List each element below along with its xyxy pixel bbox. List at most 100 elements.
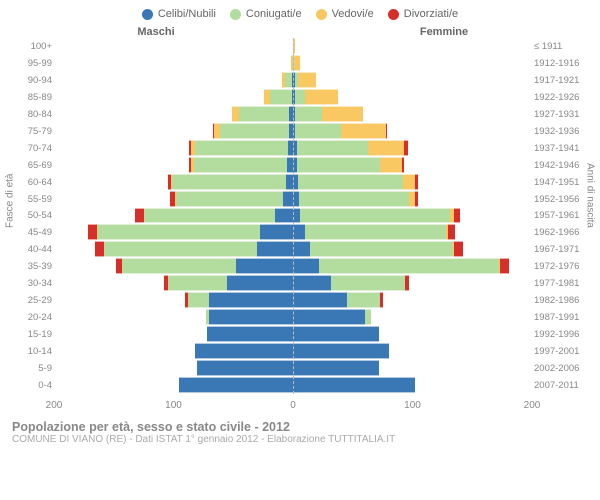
bar-seg-c	[257, 241, 293, 257]
bar-seg-co	[305, 224, 446, 240]
bars-container	[54, 38, 532, 394]
bar-seg-c	[195, 343, 293, 359]
age-label: 90-94	[12, 72, 52, 89]
male-half	[54, 258, 293, 274]
bar-seg-co	[194, 157, 287, 173]
bar-seg-c	[293, 377, 415, 393]
bar-seg-c	[293, 258, 319, 274]
bar-seg-c	[179, 377, 293, 393]
pyramid-row	[54, 224, 532, 241]
chart-subtitle: COMUNE DI VIANO (RE) - Dati ISTAT 1° gen…	[12, 434, 588, 445]
age-label: 75-79	[12, 123, 52, 140]
bar-seg-c	[260, 224, 293, 240]
bar-seg-c	[293, 343, 389, 359]
bar-seg-c	[289, 106, 293, 122]
bar-seg-co	[98, 224, 259, 240]
age-label: 5-9	[12, 360, 52, 377]
bar-seg-c	[293, 275, 331, 291]
bar-seg-v	[232, 106, 239, 122]
pyramid-row	[54, 123, 532, 140]
bar-seg-v	[403, 174, 415, 190]
bar-seg-co	[144, 208, 275, 224]
bar-seg-co	[347, 292, 380, 308]
male-half	[54, 191, 293, 207]
bar-seg-co	[300, 208, 449, 224]
bar-seg-co	[299, 191, 409, 207]
bar-seg-d	[404, 140, 408, 156]
male-half	[54, 377, 293, 393]
age-label: 20-24	[12, 309, 52, 326]
bar-seg-c	[293, 292, 347, 308]
male-half	[54, 174, 293, 190]
bar-seg-c	[289, 123, 293, 139]
age-label: 35-39	[12, 258, 52, 275]
male-half	[54, 123, 293, 139]
bar-seg-co	[297, 157, 381, 173]
bar-seg-co	[295, 106, 321, 122]
male-half	[54, 208, 293, 224]
bar-seg-c	[227, 275, 293, 291]
male-half	[54, 72, 293, 88]
bar-seg-v	[322, 106, 364, 122]
bar-seg-c	[275, 208, 293, 224]
age-label: 45-49	[12, 224, 52, 241]
bar-seg-v	[298, 72, 316, 88]
age-label: 10-14	[12, 343, 52, 360]
y-labels-age: 0-45-910-1415-1920-2425-2930-3435-3940-4…	[12, 38, 52, 394]
bar-seg-d	[380, 292, 382, 308]
male-half	[54, 241, 293, 257]
bar-seg-v	[293, 55, 300, 71]
pyramid-row	[54, 326, 532, 343]
birth-label: 1912-1916	[534, 55, 588, 72]
x-axis: 2001000100200	[54, 396, 532, 418]
age-label: 60-64	[12, 174, 52, 191]
pyramid-row	[54, 208, 532, 225]
header-male: Maschi	[12, 26, 300, 38]
pyramid-row	[54, 191, 532, 208]
male-half	[54, 360, 293, 376]
female-half	[293, 360, 532, 376]
y-labels-birth: 2007-20112002-20061997-20011992-19961987…	[534, 38, 588, 394]
bar-seg-c	[236, 258, 293, 274]
legend-swatch	[230, 9, 241, 20]
bar-seg-c	[293, 208, 300, 224]
pyramid-row	[54, 174, 532, 191]
birth-label: 1992-1996	[534, 326, 588, 343]
pyramid-row	[54, 275, 532, 292]
legend-item: Coniugati/e	[230, 8, 302, 20]
birth-label: 1977-1981	[534, 275, 588, 292]
male-half	[54, 292, 293, 308]
chart-footer: Popolazione per età, sesso e stato civil…	[12, 420, 588, 445]
bar-seg-co	[176, 191, 284, 207]
bar-seg-c	[292, 89, 293, 105]
pyramid-row	[54, 360, 532, 377]
age-label: 65-69	[12, 157, 52, 174]
female-half	[293, 241, 532, 257]
female-half	[293, 55, 532, 71]
age-label: 40-44	[12, 241, 52, 258]
male-half	[54, 309, 293, 325]
bar-seg-c	[288, 140, 293, 156]
pyramid-row	[54, 89, 532, 106]
bar-seg-c	[286, 174, 293, 190]
male-half	[54, 326, 293, 342]
female-half	[293, 275, 532, 291]
birth-label: 1957-1961	[534, 208, 588, 225]
female-half	[293, 72, 532, 88]
pyramid-row	[54, 343, 532, 360]
bar-seg-v	[368, 140, 404, 156]
bar-seg-d	[405, 275, 409, 291]
bar-seg-co	[310, 241, 453, 257]
age-label: 50-54	[12, 208, 52, 225]
bar-seg-co	[172, 174, 286, 190]
male-half	[54, 89, 293, 105]
bar-seg-co	[270, 89, 292, 105]
bar-seg-co	[220, 123, 289, 139]
female-half	[293, 191, 532, 207]
legend-swatch	[316, 9, 327, 20]
age-label: 80-84	[12, 106, 52, 123]
legend-label: Vedovi/e	[332, 8, 374, 20]
female-half	[293, 292, 532, 308]
female-half	[293, 106, 532, 122]
bar-seg-c	[293, 326, 379, 342]
